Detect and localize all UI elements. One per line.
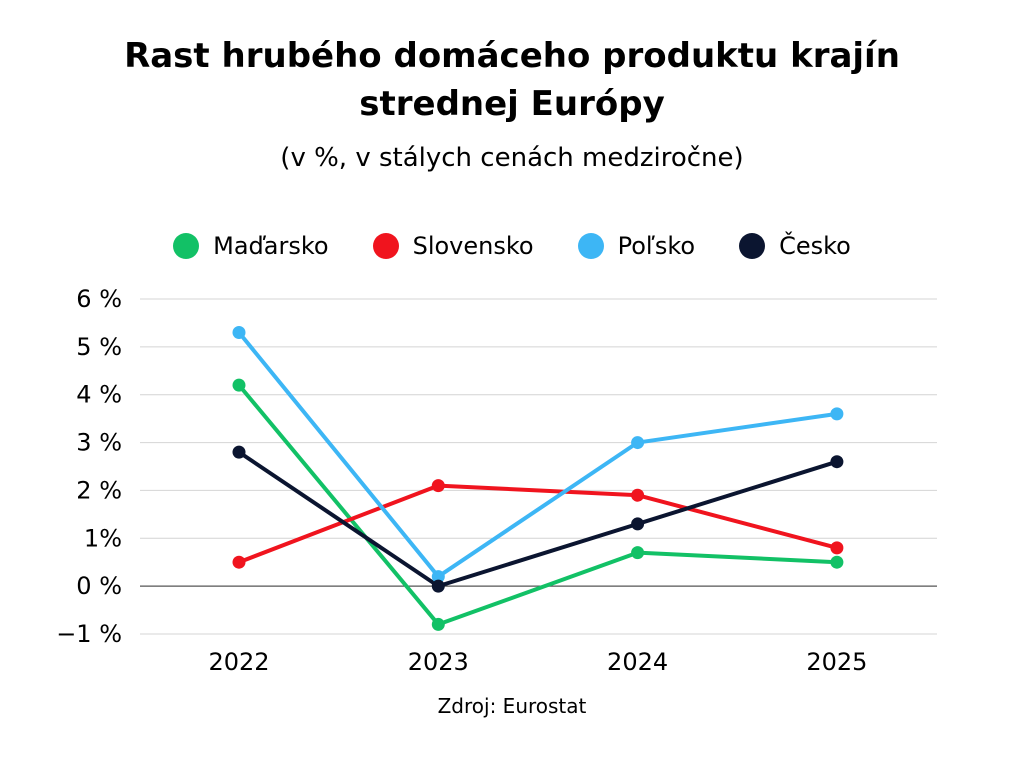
series-point-3-1 xyxy=(431,579,445,593)
series-point-1-1 xyxy=(431,479,445,493)
legend-item-cesko: Česko xyxy=(739,232,851,260)
legend-dot-cesko xyxy=(739,233,766,259)
y-tick-label: 4 % xyxy=(76,381,122,409)
x-tick-label: 2025 xyxy=(806,648,867,676)
series-point-0-3 xyxy=(830,555,844,569)
legend-item-polsko: Poľsko xyxy=(577,232,696,260)
legend-label-cesko: Česko xyxy=(779,232,851,260)
chart-title: Rast hrubého domáceho produktu krajín st… xyxy=(0,32,1024,128)
chart-title-line-2: strednej Európy xyxy=(359,84,665,124)
legend-label-slovensko: Slovensko xyxy=(412,232,534,260)
series-point-1-3 xyxy=(830,541,844,555)
chart-title-line-1: Rast hrubého domáceho produktu krajín xyxy=(124,36,900,76)
y-tick-label: 2 % xyxy=(76,476,122,504)
series-point-2-3 xyxy=(830,407,844,421)
source-note: Zdroj: Eurostat xyxy=(437,694,587,718)
chart-subtitle: (v %, v stálych cenách medziročne) xyxy=(280,143,744,173)
y-tick-label: 1% xyxy=(84,524,122,552)
y-tick-label: 6 % xyxy=(76,285,122,313)
series-point-2-0 xyxy=(232,326,246,339)
series-point-0-1 xyxy=(431,617,445,631)
y-tick-label: 3 % xyxy=(76,429,122,457)
series-point-1-2 xyxy=(631,488,645,502)
legend-item-slovensko: Slovensko xyxy=(372,232,534,260)
y-tick-label: −1 % xyxy=(56,620,122,648)
series-point-3-2 xyxy=(631,517,645,531)
series-point-3-0 xyxy=(232,445,246,459)
series-line-0 xyxy=(237,383,839,627)
series-point-1-0 xyxy=(232,555,246,569)
series-point-2-2 xyxy=(631,436,645,450)
series-point-0-2 xyxy=(631,546,645,560)
y-tick-label: 0 % xyxy=(76,572,122,600)
chart-legend: Maďarsko Slovensko Poľsko Česko xyxy=(0,232,1024,260)
series-line-1 xyxy=(237,483,839,565)
legend-dot-polsko xyxy=(577,233,604,259)
legend-item-madarsko: Maďarsko xyxy=(173,232,329,260)
series-line-2 xyxy=(237,330,839,579)
series-point-2-1 xyxy=(431,570,445,584)
series-point-3-3 xyxy=(830,455,844,469)
legend-dot-madarsko xyxy=(173,233,200,259)
legend-label-polsko: Poľsko xyxy=(617,232,696,260)
x-tick-label: 2024 xyxy=(607,648,668,676)
x-tick-label: 2023 xyxy=(408,648,469,676)
series-point-0-0 xyxy=(232,378,246,392)
legend-dot-slovensko xyxy=(372,233,399,259)
y-tick-label: 5 % xyxy=(76,333,122,361)
series-line-3 xyxy=(237,450,839,589)
legend-label-madarsko: Maďarsko xyxy=(213,232,329,260)
x-tick-label: 2022 xyxy=(208,648,269,676)
